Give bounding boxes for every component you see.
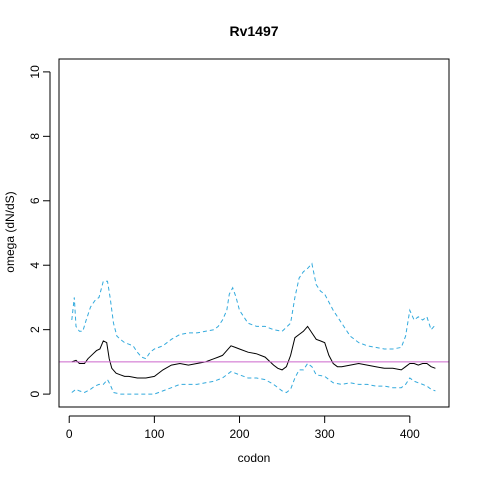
- axes-layer: 0 100 200 300 400 0 2 4 6 8 10: [28, 65, 420, 441]
- y-tick-label: 8: [28, 133, 42, 140]
- x-tick-label: 100: [144, 427, 164, 441]
- y-axis-label: omega (dN/dS): [3, 191, 17, 272]
- plot-frame: [58, 58, 450, 408]
- x-tick-label: 200: [230, 427, 250, 441]
- series-line-estimate: [71, 325, 436, 379]
- y-tick-label: 10: [28, 65, 42, 79]
- y-tick-label: 6: [28, 197, 42, 204]
- x-axis-label: codon: [238, 451, 271, 465]
- series-line-upper-bound: [71, 262, 436, 360]
- x-tick-label: 0: [66, 427, 73, 441]
- y-tick-label: 0: [28, 390, 42, 397]
- y-tick-label: 4: [28, 262, 42, 269]
- series-line-lower-bound: [71, 362, 436, 395]
- chart-title: Rv1497: [229, 23, 278, 39]
- y-tick-label: 2: [28, 326, 42, 333]
- x-tick-label: 300: [315, 427, 335, 441]
- x-tick-label: 400: [400, 427, 420, 441]
- series-layer: [71, 262, 436, 395]
